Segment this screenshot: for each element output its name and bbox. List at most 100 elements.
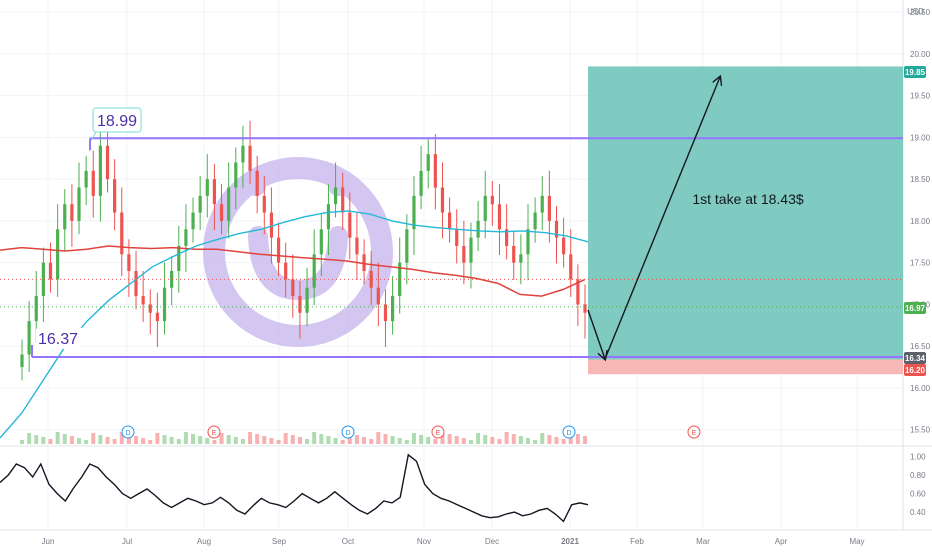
logo-smile <box>248 226 348 301</box>
volume-bar <box>62 434 67 444</box>
take-profit-note[interactable]: 1st take at 18.43$ <box>692 191 804 207</box>
candle-body <box>419 170 423 196</box>
candle-body <box>20 354 24 368</box>
volume-bar <box>77 438 82 444</box>
price-tick-label: 18.50 <box>910 175 931 184</box>
time-tick-label: 2021 <box>561 537 579 546</box>
candle-body <box>162 287 167 322</box>
candle-body <box>426 154 430 171</box>
oscillator-line <box>0 453 589 523</box>
volume-bar <box>233 437 238 444</box>
volume-bar <box>533 440 538 444</box>
volume-bar <box>255 434 260 444</box>
volume-bar <box>511 434 516 444</box>
volume-bar <box>84 440 89 444</box>
resistance-label[interactable]: 18.99 <box>90 107 142 142</box>
candle-body <box>284 262 288 280</box>
svg-text:16.97: 16.97 <box>905 304 926 313</box>
stop-loss-zone[interactable] <box>588 359 903 375</box>
candle-body <box>269 212 274 238</box>
event-marker <box>431 425 445 439</box>
candle-body <box>177 245 181 272</box>
stop-price-badge[interactable]: 16.20 <box>904 364 926 376</box>
price-tick-label: 18.00 <box>910 217 931 226</box>
candle-body <box>540 195 544 213</box>
volume-bar <box>183 432 188 444</box>
candle-body <box>155 312 160 322</box>
volume-bar <box>134 436 139 444</box>
candle-body <box>141 296 145 305</box>
entry-price-badge[interactable]: 16.34 <box>904 352 926 364</box>
volume-bar <box>226 435 231 444</box>
volume-bar <box>297 437 302 444</box>
take-profit-zone[interactable] <box>588 66 903 360</box>
price-tick-label: 20.00 <box>910 50 931 59</box>
oscillator-axis[interactable]: 1.00 0.80 0.60 0.40 <box>910 453 926 518</box>
candle-body <box>398 262 402 297</box>
candle-body <box>127 254 131 272</box>
rally-arrow[interactable] <box>604 77 720 360</box>
volume-bar <box>326 436 331 444</box>
event-marker-label: E <box>212 430 217 437</box>
candle-body <box>562 237 566 255</box>
candle-body <box>91 170 95 196</box>
slow-moving-average-line <box>0 245 586 297</box>
volume-bar <box>126 434 131 444</box>
candle-body <box>219 204 224 221</box>
candle-body <box>248 145 252 171</box>
volume-bar <box>319 434 324 444</box>
candle-body <box>469 237 473 263</box>
volume-bar <box>404 440 409 444</box>
candle-body <box>84 170 88 188</box>
time-tick-label: Aug <box>197 537 211 546</box>
oscillator-tick-label: 1.00 <box>910 453 926 462</box>
candle-body <box>383 304 388 322</box>
volume-bar <box>426 437 431 444</box>
drop-arrow[interactable] <box>587 309 605 359</box>
candle-body <box>41 262 45 297</box>
candle-body <box>48 262 53 280</box>
candle-body <box>433 154 437 188</box>
oscillator-tick-label: 0.40 <box>910 508 926 517</box>
volume-bar <box>390 436 395 444</box>
candle-body <box>476 220 480 238</box>
price-tick-label: 15.50 <box>910 426 931 435</box>
volume-bar <box>191 434 196 444</box>
volume-bar <box>497 439 502 444</box>
time-tick-label: Feb <box>630 537 644 546</box>
volume-bar <box>347 433 352 444</box>
target-price-badge[interactable]: 19.85 <box>904 66 926 78</box>
current-price-badge[interactable]: 16.97 <box>904 302 926 314</box>
candle-body <box>490 195 494 205</box>
volume-bar <box>411 433 416 444</box>
volume-bar <box>20 440 24 444</box>
candle-body <box>276 237 281 263</box>
time-tick-label: Sep <box>272 537 287 546</box>
volume-bar <box>369 439 374 444</box>
candle-body <box>369 271 373 288</box>
candle-body <box>27 321 31 355</box>
candle-body <box>63 204 67 230</box>
volume-bars <box>20 432 587 444</box>
volume-bar <box>155 433 160 444</box>
candle-body <box>262 195 266 213</box>
candle-body <box>483 195 487 221</box>
event-marker-label: D <box>125 430 130 437</box>
volume-bar <box>312 432 317 444</box>
support-label[interactable]: 16.37 <box>36 327 82 349</box>
volume-bar <box>468 440 473 444</box>
oscillator-tick-label: 0.60 <box>910 490 926 499</box>
event-marker-label: E <box>692 430 697 437</box>
candles <box>20 120 587 381</box>
candle-body <box>547 195 551 221</box>
volume-bar <box>433 439 438 444</box>
candle-body <box>505 229 509 246</box>
volume-bar <box>383 434 388 444</box>
volume-bar <box>27 433 32 444</box>
candle-body <box>405 229 409 263</box>
volume-bar <box>476 433 481 444</box>
time-axis[interactable]: Jun Jul Aug Sep Oct Nov Dec 2021 Feb Mar Apr May <box>42 537 865 546</box>
